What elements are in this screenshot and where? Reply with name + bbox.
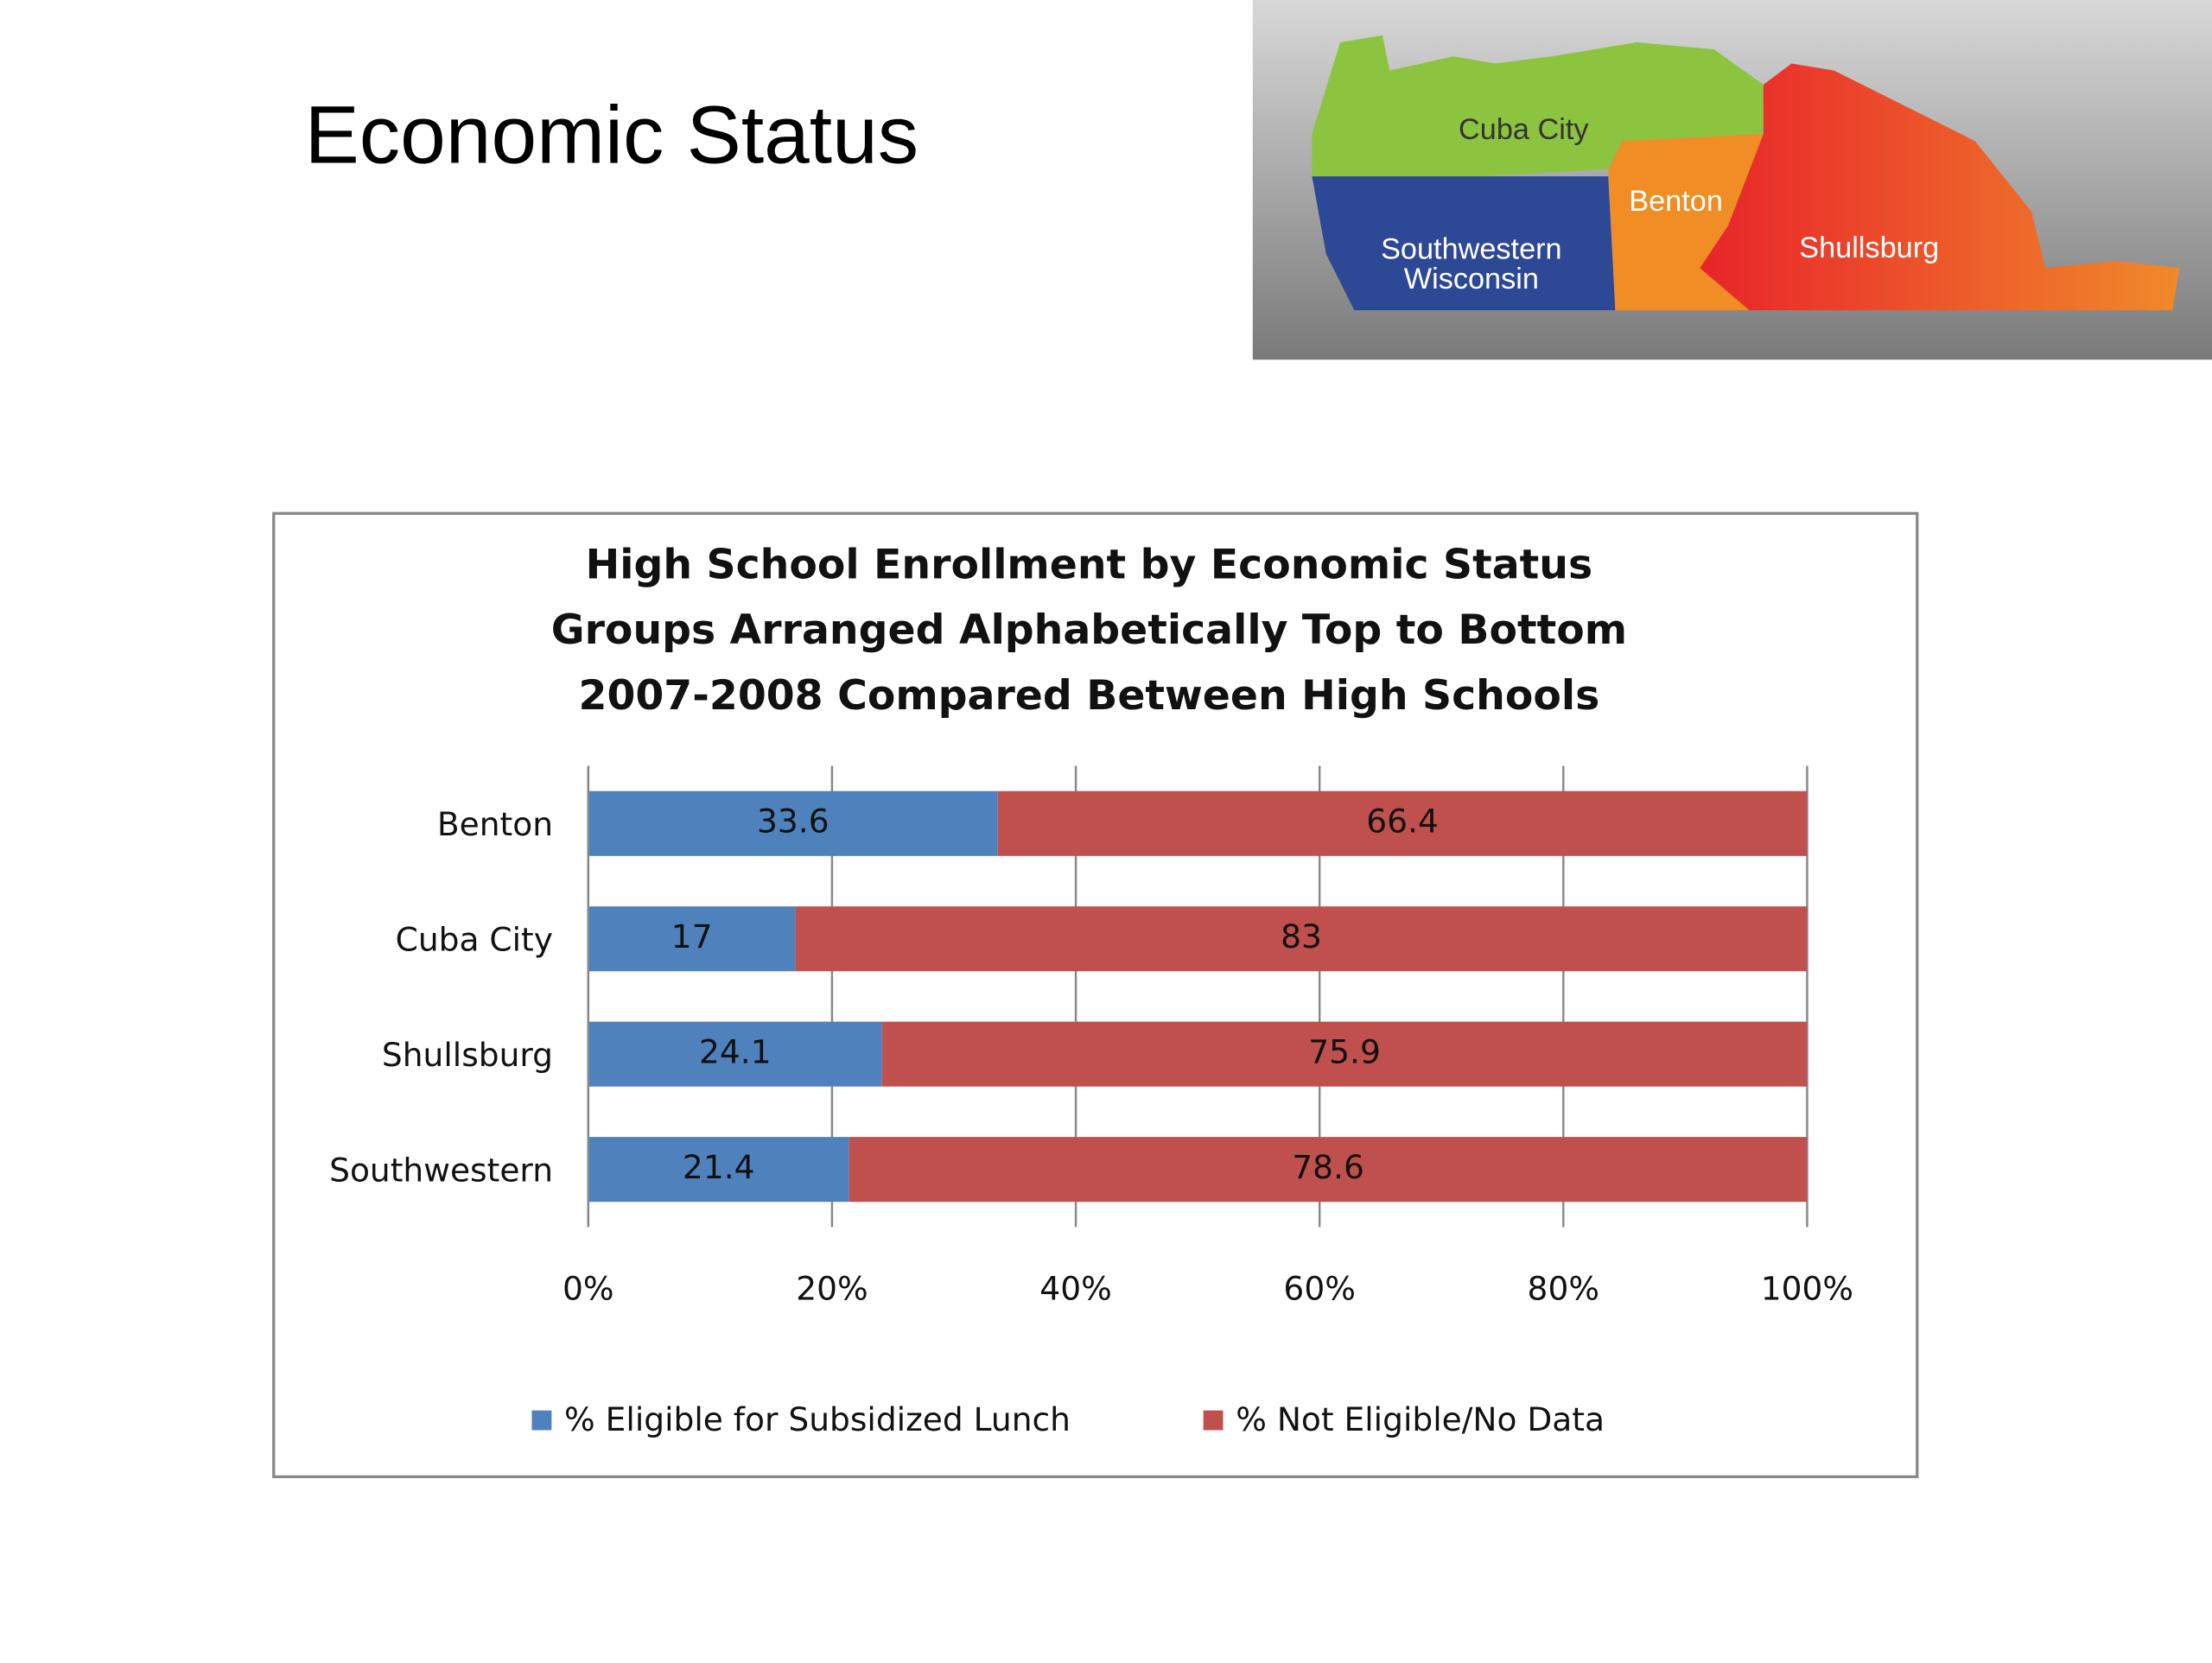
data-label: 33.6	[757, 803, 830, 841]
legend-label: % Not Eligible/No Data	[1236, 1400, 1605, 1438]
chart: High School Enrollment by Economic Statu…	[329, 541, 1853, 1438]
data-label: 75.9	[1308, 1033, 1381, 1071]
map-label: Southwestern Wisconsin	[1381, 233, 1562, 295]
region	[1312, 35, 1764, 177]
map: Cuba City Benton Southwestern Wisconsin S…	[1252, 0, 2212, 360]
region	[1700, 63, 2180, 311]
bar-segment	[795, 906, 1808, 972]
bar-segment	[881, 1021, 1808, 1087]
bar-segment	[849, 1137, 1808, 1203]
y-tick-label: Cuba City	[396, 921, 553, 959]
bar-segment	[588, 1137, 849, 1203]
data-label: 83	[1281, 917, 1322, 955]
legend-swatch	[531, 1410, 552, 1431]
x-tick-label: 60%	[1283, 1269, 1355, 1307]
bar-segment	[588, 790, 998, 856]
y-tick-label: Shullsburg	[382, 1036, 553, 1074]
data-label: 17	[671, 917, 713, 955]
data-label: 78.6	[1292, 1148, 1364, 1186]
x-tick-label: 100%	[1761, 1269, 1853, 1307]
data-label: 21.4	[683, 1148, 755, 1186]
map-label: Shullsburg	[1799, 232, 1939, 264]
x-tick-label: 80%	[1528, 1269, 1599, 1307]
bar-segment	[588, 906, 796, 972]
x-tick-label: 0%	[563, 1269, 614, 1307]
x-tick-label: 20%	[796, 1269, 868, 1307]
y-tick-label: Southwestern	[329, 1151, 553, 1189]
chart-title: High School Enrollment by Economic Statu…	[586, 541, 1593, 588]
legend-label: % Eligible for Subsidized Lunch	[564, 1400, 1071, 1438]
bar-segment	[588, 1021, 882, 1087]
region	[1312, 176, 1616, 311]
map-label: Benton	[1629, 185, 1723, 218]
map-label: Cuba City	[1459, 113, 1589, 146]
data-label: 24.1	[699, 1033, 772, 1071]
chart-frame	[272, 511, 1919, 1479]
slide-title: Economic Status	[305, 89, 918, 181]
chart-title: 2007-2008 Compared Between High Schools	[579, 672, 1600, 720]
x-tick-label: 40%	[1039, 1269, 1111, 1307]
data-label: 66.4	[1366, 803, 1439, 841]
chart-title: Groups Arranged Alphabetically Top to Bo…	[551, 606, 1627, 654]
legend-swatch	[1203, 1410, 1224, 1431]
y-tick-label: Benton	[437, 805, 553, 843]
bar-segment	[997, 790, 1808, 856]
